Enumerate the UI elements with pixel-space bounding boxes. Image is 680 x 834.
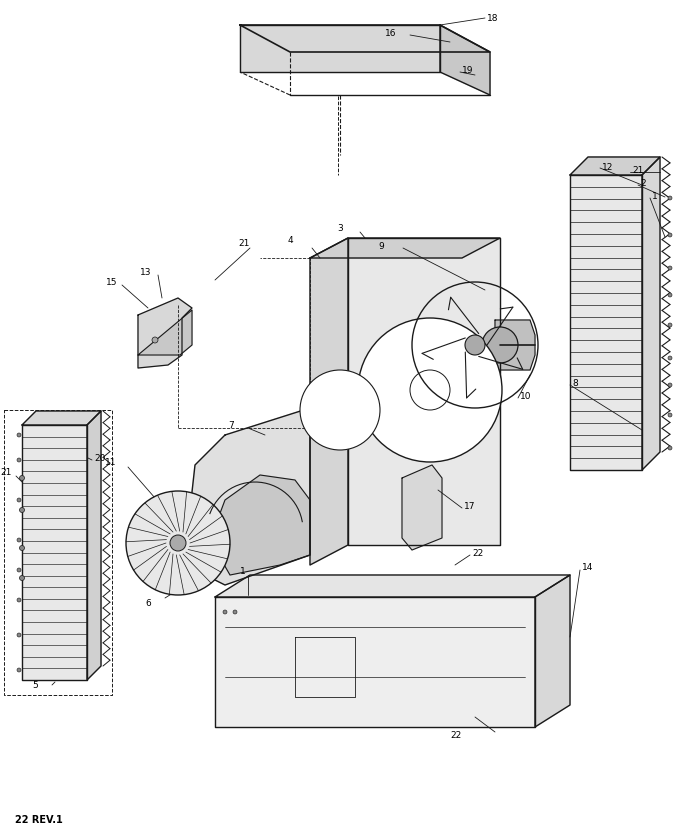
- Circle shape: [17, 458, 21, 462]
- Text: 3: 3: [337, 224, 343, 233]
- Circle shape: [223, 610, 227, 614]
- Text: 22 REV.1: 22 REV.1: [15, 815, 63, 825]
- Polygon shape: [190, 408, 310, 585]
- Circle shape: [233, 610, 237, 614]
- Circle shape: [668, 196, 672, 200]
- Circle shape: [20, 475, 24, 480]
- Text: 22: 22: [450, 731, 461, 740]
- Circle shape: [20, 545, 24, 550]
- Polygon shape: [570, 157, 660, 175]
- Text: 21: 21: [0, 468, 12, 476]
- Text: 11: 11: [105, 458, 116, 466]
- Text: 17: 17: [464, 501, 475, 510]
- Polygon shape: [535, 575, 570, 727]
- Circle shape: [358, 318, 502, 462]
- Text: 13: 13: [140, 268, 152, 277]
- Circle shape: [668, 293, 672, 297]
- Text: 1: 1: [240, 567, 245, 576]
- Text: 5: 5: [32, 681, 38, 690]
- Polygon shape: [138, 310, 192, 355]
- Text: 7: 7: [228, 420, 234, 430]
- Polygon shape: [440, 25, 490, 95]
- Text: 2: 2: [640, 178, 645, 188]
- Text: 16: 16: [385, 28, 396, 38]
- Polygon shape: [240, 25, 440, 72]
- Circle shape: [20, 508, 24, 513]
- Circle shape: [465, 335, 485, 355]
- Text: 9: 9: [378, 242, 384, 250]
- Polygon shape: [138, 298, 192, 368]
- Polygon shape: [495, 320, 535, 370]
- Text: 22: 22: [472, 549, 483, 557]
- Circle shape: [668, 446, 672, 450]
- Polygon shape: [310, 238, 348, 565]
- Circle shape: [17, 568, 21, 572]
- Circle shape: [668, 413, 672, 417]
- Polygon shape: [570, 175, 642, 470]
- Text: 6: 6: [145, 600, 151, 609]
- Circle shape: [668, 356, 672, 360]
- Circle shape: [17, 598, 21, 602]
- Circle shape: [20, 575, 24, 580]
- Text: 19: 19: [462, 66, 473, 74]
- Polygon shape: [642, 157, 660, 470]
- Circle shape: [668, 383, 672, 387]
- Circle shape: [152, 337, 158, 343]
- Text: 12: 12: [602, 163, 613, 172]
- Text: 1: 1: [652, 192, 658, 200]
- Polygon shape: [348, 238, 500, 545]
- Text: 14: 14: [582, 562, 594, 571]
- Text: 4: 4: [288, 235, 294, 244]
- Circle shape: [668, 233, 672, 237]
- Circle shape: [17, 538, 21, 542]
- Circle shape: [300, 370, 380, 450]
- Polygon shape: [402, 465, 442, 550]
- Polygon shape: [87, 411, 101, 680]
- Circle shape: [668, 266, 672, 270]
- Polygon shape: [310, 238, 500, 258]
- Polygon shape: [210, 475, 310, 575]
- Polygon shape: [240, 25, 490, 52]
- Circle shape: [170, 535, 186, 551]
- Circle shape: [482, 327, 518, 363]
- Circle shape: [17, 498, 21, 502]
- Polygon shape: [22, 425, 87, 680]
- Text: 20: 20: [94, 454, 105, 463]
- Polygon shape: [215, 575, 570, 597]
- Text: 10: 10: [520, 391, 532, 400]
- Circle shape: [668, 323, 672, 327]
- Text: 21: 21: [632, 165, 643, 174]
- Circle shape: [17, 433, 21, 437]
- Polygon shape: [22, 411, 101, 425]
- Polygon shape: [215, 597, 535, 727]
- Text: 18: 18: [487, 13, 498, 23]
- Text: 8: 8: [572, 379, 578, 388]
- Circle shape: [17, 633, 21, 637]
- Text: 15: 15: [106, 278, 118, 287]
- Circle shape: [17, 668, 21, 672]
- Text: 21: 21: [238, 239, 250, 248]
- Circle shape: [126, 491, 230, 595]
